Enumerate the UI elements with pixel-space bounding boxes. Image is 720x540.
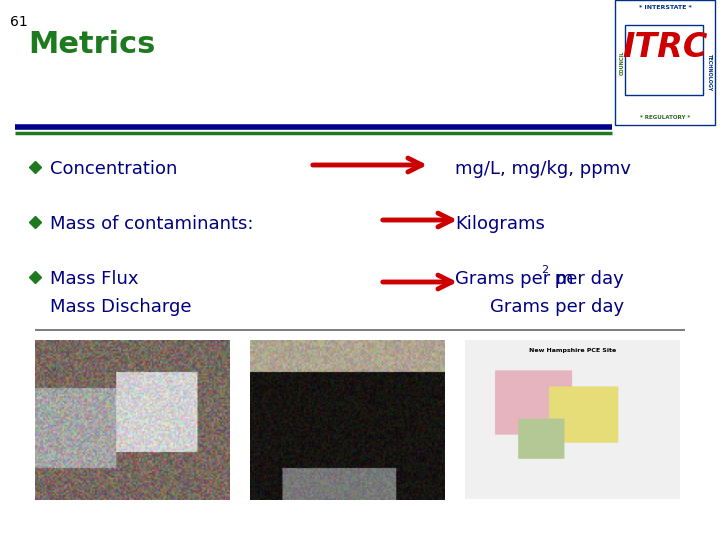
Text: Grams per day: Grams per day bbox=[490, 298, 624, 316]
Text: TECHNOLOGY: TECHNOLOGY bbox=[706, 54, 711, 91]
Text: Mass Flux: Mass Flux bbox=[50, 270, 138, 288]
Text: Concentration: Concentration bbox=[50, 160, 177, 178]
Text: Metrics: Metrics bbox=[28, 30, 156, 59]
Text: New Hampshire PCE Site: New Hampshire PCE Site bbox=[529, 348, 616, 353]
Text: COUNCIL: COUNCIL bbox=[619, 50, 624, 75]
Text: Mass Discharge: Mass Discharge bbox=[50, 298, 192, 316]
Text: * INTERSTATE *: * INTERSTATE * bbox=[639, 5, 691, 10]
Text: Grams per m: Grams per m bbox=[455, 270, 574, 288]
Bar bbox=[615, 0, 715, 125]
Text: 61: 61 bbox=[10, 15, 28, 29]
Text: ITRC: ITRC bbox=[622, 31, 708, 64]
Bar bbox=[625, 25, 703, 95]
Text: Kilograms: Kilograms bbox=[455, 215, 545, 233]
Text: mg/L, mg/kg, ppmv: mg/L, mg/kg, ppmv bbox=[455, 160, 631, 178]
Text: 2: 2 bbox=[541, 265, 548, 275]
Text: * REGULATORY *: * REGULATORY * bbox=[640, 115, 690, 120]
Text: per day: per day bbox=[549, 270, 624, 288]
Text: Mass of contaminants:: Mass of contaminants: bbox=[50, 215, 253, 233]
